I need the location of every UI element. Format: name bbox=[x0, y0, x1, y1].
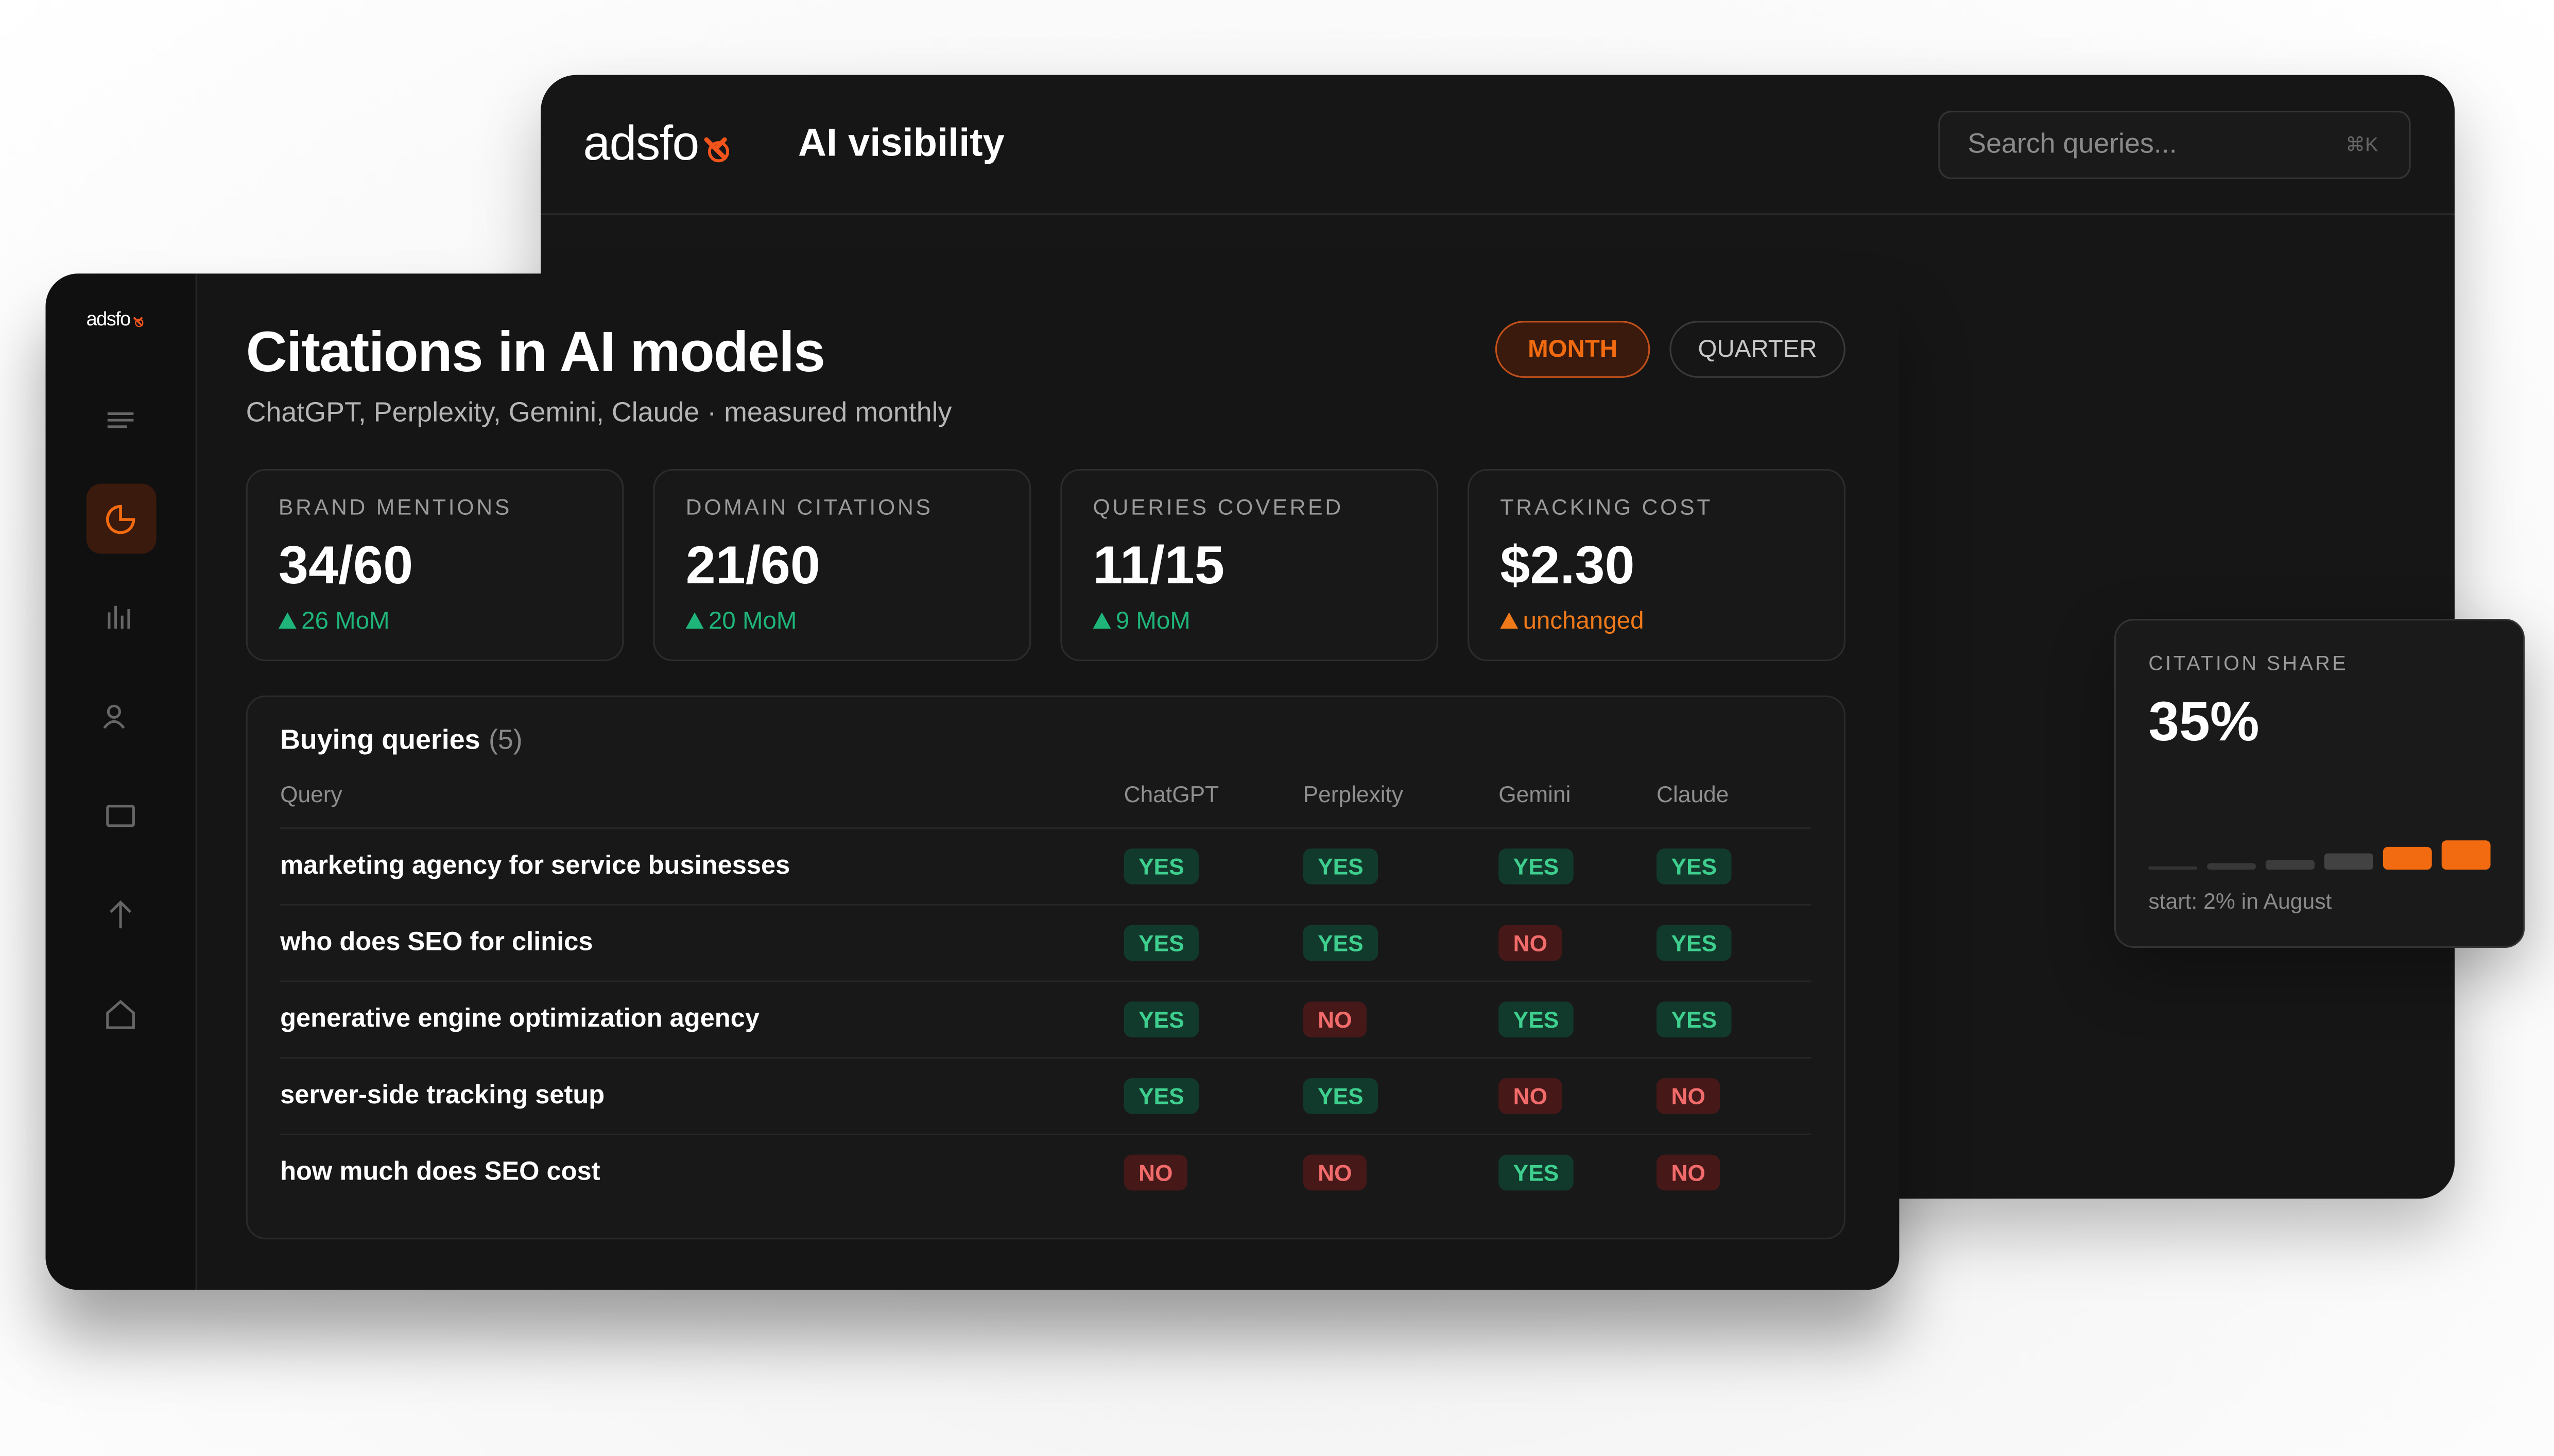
query-text: generative engine optimization agency bbox=[280, 1006, 760, 1033]
delta-arrow bbox=[278, 612, 297, 629]
spark-bar bbox=[2148, 866, 2198, 870]
delta-arrow bbox=[685, 612, 704, 629]
status-badge: NO bbox=[1656, 1154, 1720, 1191]
spark-bar bbox=[2324, 853, 2373, 870]
status-badge: YES bbox=[1124, 925, 1199, 961]
status-badge: YES bbox=[1303, 1078, 1378, 1114]
kpi-card bbox=[653, 469, 1031, 662]
kpi-card bbox=[246, 469, 624, 662]
kpi-delta: 9 MoM bbox=[1093, 608, 1190, 637]
menu-icon[interactable] bbox=[107, 412, 134, 428]
query-text: server-side tracking setup bbox=[280, 1082, 605, 1110]
table-card bbox=[246, 695, 1845, 1240]
spark-bar bbox=[2383, 846, 2432, 870]
status-badge: NO bbox=[1303, 1001, 1367, 1038]
status-badge: YES bbox=[1498, 1001, 1574, 1038]
chart-icon[interactable] bbox=[108, 605, 130, 629]
toggle[interactable]: QUARTER bbox=[1669, 321, 1845, 378]
card-value: 35% bbox=[2148, 691, 2259, 754]
status-badge: YES bbox=[1656, 848, 1732, 885]
kpi-card bbox=[1060, 469, 1439, 662]
citation-card bbox=[2114, 619, 2525, 948]
query-text: how much does SEO cost bbox=[280, 1158, 600, 1187]
query-text: marketing agency for service businesses bbox=[280, 852, 790, 880]
status-badge: NO bbox=[1498, 925, 1562, 961]
status-badge: YES bbox=[1303, 848, 1378, 885]
table-title: Buying queries bbox=[280, 724, 480, 756]
query-text: who does SEO for clinics bbox=[280, 929, 593, 957]
column-header: Query bbox=[280, 781, 342, 807]
status-badge: YES bbox=[1656, 925, 1732, 961]
kpi-value: 11/15 bbox=[1093, 534, 1225, 595]
kpi-label: BRAND MENTIONS bbox=[278, 495, 512, 519]
row-divider bbox=[280, 1056, 1811, 1059]
kpi-label: TRACKING COST bbox=[1500, 495, 1713, 519]
row-divider bbox=[280, 1133, 1811, 1135]
status-badge: NO bbox=[1124, 1154, 1188, 1191]
logo: adsfo bbox=[87, 307, 144, 331]
delta-arrow bbox=[1500, 612, 1518, 629]
row-divider bbox=[280, 904, 1811, 906]
row-divider bbox=[280, 980, 1811, 982]
arrow-icon[interactable] bbox=[110, 900, 131, 929]
logo-mark bbox=[133, 316, 144, 326]
search-shortcut: ⌘K bbox=[2345, 133, 2378, 157]
status-badge: YES bbox=[1498, 1154, 1574, 1191]
search-box[interactable] bbox=[1938, 111, 2411, 179]
home-icon[interactable] bbox=[106, 1000, 135, 1029]
app-title: AI visibility bbox=[798, 121, 1005, 166]
logo-mark bbox=[704, 137, 729, 162]
table-count: (5) bbox=[488, 724, 523, 756]
page-subtitle: ChatGPT, Perplexity, Gemini, Claude · me… bbox=[246, 397, 952, 428]
status-badge: YES bbox=[1303, 925, 1378, 961]
column-header: Claude bbox=[1656, 781, 1729, 807]
kpi-delta: 20 MoM bbox=[685, 608, 797, 637]
spark-bar bbox=[2266, 860, 2315, 870]
column-header: ChatGPT bbox=[1124, 781, 1219, 807]
kpi-label: DOMAIN CITATIONS bbox=[685, 495, 933, 519]
search-placeholder: Search queries... bbox=[1968, 128, 2177, 160]
header-divider bbox=[541, 213, 2455, 215]
status-badge: YES bbox=[1124, 848, 1199, 885]
status-badge: YES bbox=[1124, 1078, 1199, 1114]
status-badge: YES bbox=[1124, 1001, 1199, 1038]
status-badge: YES bbox=[1498, 848, 1574, 885]
delta-arrow bbox=[1093, 612, 1111, 629]
user-icon[interactable] bbox=[103, 704, 125, 729]
pie-icon bbox=[106, 505, 135, 534]
status-badge: NO bbox=[1656, 1078, 1720, 1114]
spark-bar bbox=[2207, 863, 2256, 870]
kpi-label: QUERIES COVERED bbox=[1093, 495, 1344, 519]
kpi-card bbox=[1468, 469, 1845, 662]
sidebar bbox=[45, 273, 197, 1290]
kpi-delta: unchanged bbox=[1500, 608, 1644, 637]
kpi-value: 21/60 bbox=[685, 534, 821, 595]
card-note: start: 2% in August bbox=[2148, 889, 2332, 914]
spark-bar bbox=[2441, 840, 2491, 870]
status-badge: NO bbox=[1303, 1154, 1367, 1191]
kpi-value: 34/60 bbox=[278, 534, 413, 595]
card-label: CITATION SHARE bbox=[2148, 652, 2349, 675]
status-badge: YES bbox=[1656, 1001, 1732, 1038]
logo: adsfo bbox=[583, 116, 730, 175]
toggle[interactable]: MONTH bbox=[1495, 321, 1650, 378]
status-badge: NO bbox=[1498, 1078, 1562, 1114]
row-divider bbox=[280, 827, 1811, 829]
kpi-value: $2.30 bbox=[1500, 534, 1635, 595]
column-header: Perplexity bbox=[1303, 781, 1404, 807]
column-header: Gemini bbox=[1498, 781, 1571, 807]
window-icon[interactable] bbox=[106, 805, 135, 827]
kpi-delta: 26 MoM bbox=[278, 608, 390, 637]
page-title: Citations in AI models bbox=[246, 321, 825, 385]
